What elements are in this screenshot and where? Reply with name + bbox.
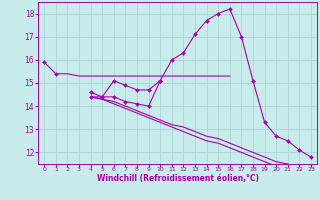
X-axis label: Windchill (Refroidissement éolien,°C): Windchill (Refroidissement éolien,°C) xyxy=(97,174,259,183)
